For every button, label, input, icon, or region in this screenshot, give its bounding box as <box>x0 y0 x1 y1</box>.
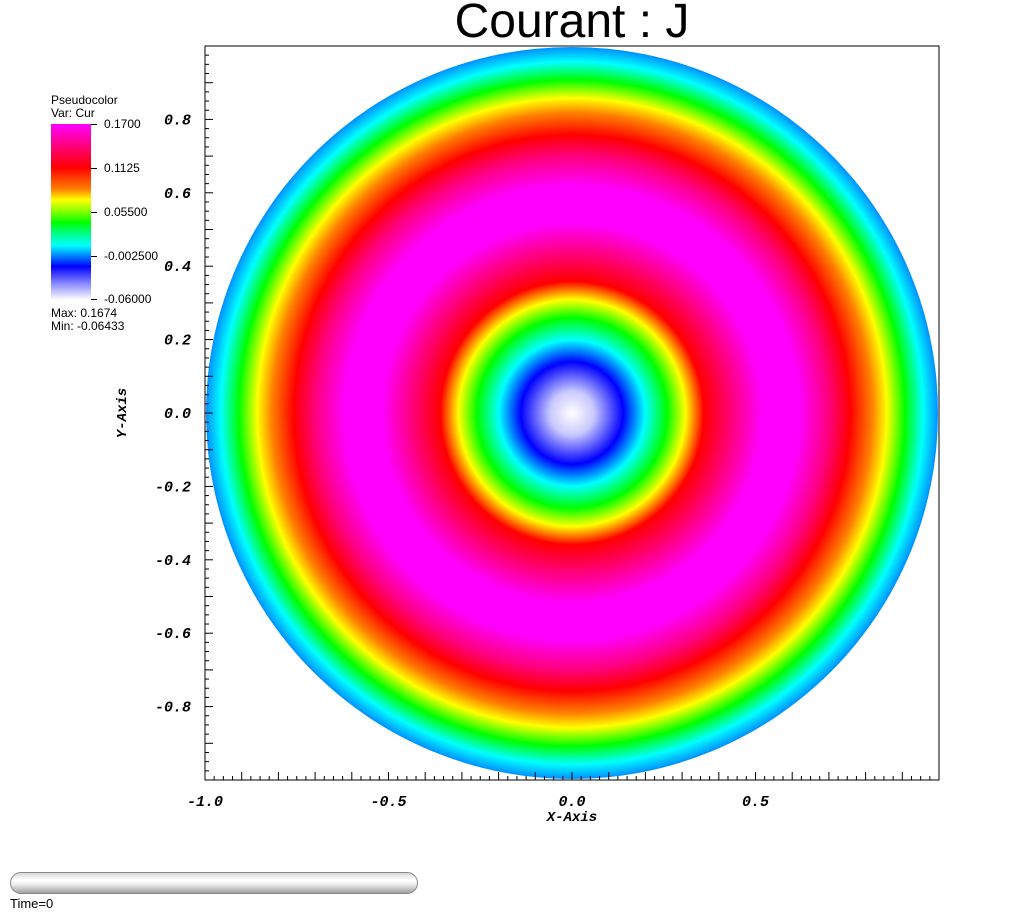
y-tick-label: -0.2 <box>155 479 191 496</box>
time-slider[interactable] <box>10 872 418 894</box>
legend-max-value: Max: 0.1674 <box>51 306 118 320</box>
y-tick-label: 0.2 <box>164 333 191 350</box>
y-tick-label: 0.4 <box>164 259 191 276</box>
legend-min-value: Min: -0.06433 <box>51 319 125 333</box>
x-tick-label: 0.5 <box>742 794 769 811</box>
chart-title: Courant : J <box>454 0 690 48</box>
colorbar-tick-label: -0.06000 <box>104 292 152 306</box>
x-tick-label: 0.0 <box>558 794 585 811</box>
y-tick-label: 0.8 <box>164 112 191 129</box>
y-tick-label: -0.4 <box>155 553 191 570</box>
colorbar-tick <box>91 168 97 169</box>
colorbar-legend: Pseudocolor Var: Cur 0.1700 0.1125 0.055… <box>51 93 158 333</box>
colorbar-tick-label: -0.002500 <box>104 249 159 263</box>
x-tick-labels: -1.0 -0.5 0.0 0.5 <box>187 794 769 811</box>
colorbar-tick <box>91 256 97 257</box>
legend-var: Var: Cur <box>51 106 95 120</box>
colorbar <box>51 124 91 300</box>
x-axis-title: X-Axis <box>546 810 597 826</box>
colorbar-tick-label: 0.1125 <box>104 161 140 175</box>
x-tick-label: -1.0 <box>187 794 223 811</box>
y-tick-label: 0.0 <box>164 406 191 423</box>
colorbar-tick <box>91 124 97 125</box>
y-tick-label: -0.6 <box>155 626 191 643</box>
y-tick-label: -0.8 <box>155 700 191 717</box>
minor-ticks <box>204 45 940 781</box>
colorbar-tick-label: 0.1700 <box>104 117 141 131</box>
colorbar-tick <box>91 299 97 300</box>
time-label: Time=0 <box>10 896 54 911</box>
y-axis-title: Y-Axis <box>115 388 131 438</box>
colorbar-tick-label: 0.05500 <box>104 205 148 219</box>
colorbar-tick <box>91 212 97 213</box>
current-density-disk <box>206 47 938 779</box>
legend-header: Pseudocolor <box>51 93 118 107</box>
y-tick-labels: 0.8 0.6 0.4 0.2 0.0 -0.2 -0.4 -0.6 -0.8 <box>155 112 191 716</box>
x-tick-label: -0.5 <box>370 794 406 811</box>
y-tick-label: 0.6 <box>164 186 191 203</box>
